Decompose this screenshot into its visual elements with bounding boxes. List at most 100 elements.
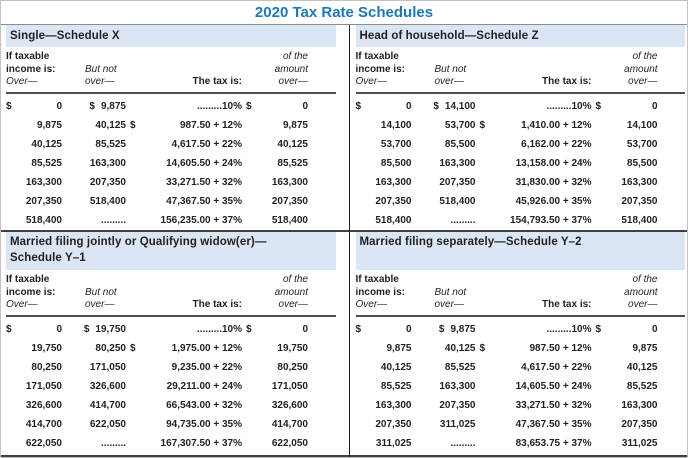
dollar-sign: $ xyxy=(6,324,12,335)
col-header-of-the: of the xyxy=(632,51,658,62)
but-not-over-cell: 414,700 xyxy=(66,400,126,411)
tax-bracket-row: 518,400 ......... 154,793.50 + 37% 518,4… xyxy=(356,211,686,230)
tax-bracket-row: 163,300 207,350 33,271.50 + 32% 163,300 xyxy=(6,173,336,192)
tax-cell: 33,271.50 + 32% xyxy=(130,177,242,188)
over-cell: 207,350 xyxy=(6,196,62,207)
but-not-over-value: 40,125 xyxy=(444,343,476,354)
tax-value: 13,158.00 + 24% xyxy=(515,158,592,169)
over-value: 0 xyxy=(405,324,412,335)
but-not-over-cell: 85,525 xyxy=(66,139,126,150)
tax-cell: 31,830.00 + 32% xyxy=(480,177,592,188)
but-not-over-cell: 40,125 xyxy=(416,343,476,354)
over-cell: $0 xyxy=(356,101,412,112)
col-header-over-2: over— xyxy=(434,76,464,87)
tax-value: .........10% xyxy=(546,101,592,112)
amount-over-cell: 9,875 xyxy=(246,120,308,131)
but-not-over-value: 414,700 xyxy=(89,400,126,411)
amount-over-cell: 163,300 xyxy=(246,177,308,188)
tax-bracket-row: 85,525 163,300 14,605.50 + 24% 85,525 xyxy=(6,154,336,173)
amount-over-cell: 40,125 xyxy=(596,362,658,373)
amount-over-value: 163,300 xyxy=(621,177,658,188)
tax-bracket-row: 14,100 53,700 $1,410.00 + 12% 14,100 xyxy=(356,116,686,135)
amount-over-cell: 518,400 xyxy=(246,215,308,226)
tax-cell: 47,367.50 + 35% xyxy=(480,419,592,430)
col-header-the-tax-is: The tax is: xyxy=(542,299,592,310)
over-cell: 9,875 xyxy=(356,343,411,354)
schedule-married-separately-rows: $0 $9,875 .........10% $0 9,875 40,125 $… xyxy=(356,317,686,453)
col-header-if-taxable: If taxable xyxy=(355,274,399,285)
header-rule xyxy=(6,315,336,317)
schedule-married-jointly-column-headers: If taxable of the income is: But not amo… xyxy=(6,270,336,314)
over-value: 207,350 xyxy=(25,196,62,207)
amount-over-cell: 163,300 xyxy=(596,177,658,188)
tax-bracket-row: 53,700 85,500 6,162.00 + 22% 53,700 xyxy=(356,135,686,154)
over-value: 9,875 xyxy=(36,120,62,131)
amount-over-cell: $0 xyxy=(596,324,658,335)
over-value: 40,125 xyxy=(31,139,62,150)
over-cell: 163,300 xyxy=(356,400,411,411)
tax-bracket-row: 85,500 163,300 13,158.00 + 24% 85,500 xyxy=(356,154,686,173)
top-rule xyxy=(1,24,687,25)
amount-over-cell: 85,500 xyxy=(596,158,658,169)
over-cell: 518,400 xyxy=(6,215,62,226)
schedule-head-of-household-column-headers: If taxable of the income is: But not amo… xyxy=(356,47,686,91)
dollar-sign: $ xyxy=(355,324,362,335)
but-not-over-cell: 622,050 xyxy=(66,419,126,430)
tax-cell: 47,367.50 + 35% xyxy=(130,196,242,207)
tax-cell: 13,158.00 + 24% xyxy=(480,158,592,169)
tax-bracket-row: 414,700 622,050 94,735.00 + 35% 414,700 xyxy=(6,415,336,434)
col-header-over-3: over— xyxy=(628,299,658,310)
over-cell: 311,025 xyxy=(356,438,412,449)
col-header-over-2: over— xyxy=(434,299,464,310)
amount-over-value: 622,050 xyxy=(271,438,308,449)
col-header-if-taxable: If taxable xyxy=(355,51,399,62)
col-header-over-2: over— xyxy=(85,76,115,87)
tax-cell: .........10% xyxy=(130,101,242,112)
amount-over-cell: 326,600 xyxy=(246,400,308,411)
over-value: 14,100 xyxy=(380,120,412,131)
tax-value: 33,271.50 + 32% xyxy=(166,177,242,188)
amount-over-cell: 518,400 xyxy=(596,215,657,226)
dollar-sign: $ xyxy=(595,324,602,335)
but-not-over-value: ......... xyxy=(100,438,126,449)
tax-bracket-row: 171,050 326,600 29,211.00 + 24% 171,050 xyxy=(6,377,336,396)
but-not-over-cell: ......... xyxy=(66,438,126,449)
over-value: 163,300 xyxy=(25,177,62,188)
but-not-over-cell: $9,875 xyxy=(66,101,126,112)
over-cell: 85,525 xyxy=(6,158,62,169)
amount-over-cell: 53,700 xyxy=(596,139,658,150)
col-header-income-is: income is: xyxy=(355,286,405,298)
col-header-of-the: of the xyxy=(282,51,308,62)
dollar-sign: $ xyxy=(595,101,602,112)
tax-bracket-row: $0 $9,875 .........10% $0 xyxy=(6,97,336,116)
amount-over-cell: $0 xyxy=(246,324,308,335)
but-not-over-cell: 40,125 xyxy=(66,120,126,131)
tax-value: 156,235.00 + 37% xyxy=(160,215,242,226)
tax-cell: 14,605.50 + 24% xyxy=(130,158,242,169)
tax-bracket-row: 311,025 ......... 83,653.75 + 37% 311,02… xyxy=(356,434,686,453)
over-value: 207,350 xyxy=(375,419,412,430)
amount-over-value: 0 xyxy=(651,101,658,112)
over-value: 0 xyxy=(405,101,412,112)
schedule-single-title: Single—Schedule X xyxy=(10,30,120,42)
amount-over-value: 53,700 xyxy=(626,139,658,150)
over-cell: 207,350 xyxy=(356,419,412,430)
over-cell: 14,100 xyxy=(356,120,412,131)
but-not-over-value: 163,300 xyxy=(439,158,476,169)
tax-bracket-row: 163,300 207,350 31,830.00 + 32% 163,300 xyxy=(356,173,686,192)
over-value: 85,525 xyxy=(31,158,62,169)
col-header-over-2: over— xyxy=(85,299,115,310)
schedule-married-jointly-band: Married filing jointly or Qualifying wid… xyxy=(6,232,336,270)
dollar-sign: $ xyxy=(479,343,486,354)
tax-value: 167,307.50 + 37% xyxy=(160,438,242,449)
amount-over-value: 326,600 xyxy=(271,400,308,411)
amount-over-cell: 207,350 xyxy=(596,196,657,207)
amount-over-value: 85,525 xyxy=(277,158,308,169)
tax-value: 154,793.50 + 37% xyxy=(510,215,592,226)
but-not-over-value: 311,025 xyxy=(439,419,476,430)
header-rule xyxy=(355,92,685,94)
tax-value: 94,735.00 + 35% xyxy=(166,419,242,430)
amount-over-cell: 163,300 xyxy=(596,400,657,411)
tax-cell: .........10% xyxy=(130,324,242,335)
tax-cell: .........10% xyxy=(480,101,592,112)
